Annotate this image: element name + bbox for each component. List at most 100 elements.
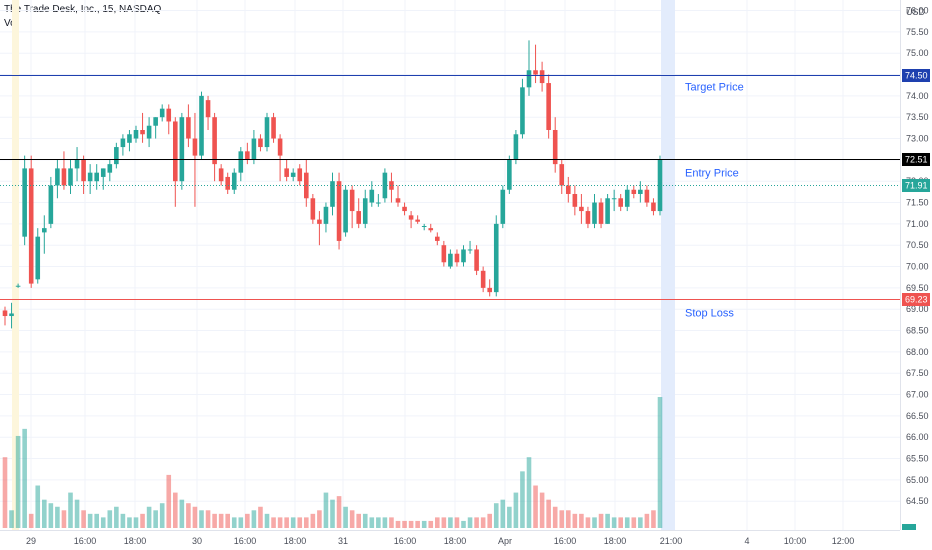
volume-bar xyxy=(435,517,440,528)
candle-body xyxy=(81,159,86,182)
candle-body xyxy=(566,185,571,194)
price-tick-label: 71.00 xyxy=(906,219,929,229)
candle-body xyxy=(290,172,296,177)
candle-body xyxy=(212,117,217,165)
price-axis[interactable]: 76.0075.5075.0074.5074.0073.5073.0072.50… xyxy=(900,0,931,530)
candle-body xyxy=(441,245,447,263)
candle-body xyxy=(402,206,407,212)
volume-bar xyxy=(277,517,283,528)
volume-bar xyxy=(81,510,86,528)
price-level-tag-text: 74.50 xyxy=(905,71,928,81)
candle-body xyxy=(114,147,119,165)
volume-bar xyxy=(362,513,368,528)
candle-body xyxy=(94,172,99,182)
volume-bar xyxy=(356,513,361,528)
last-price-tag-text: 71.91 xyxy=(905,181,928,191)
volume-tag xyxy=(902,524,916,530)
volume-bar xyxy=(441,517,447,528)
volume-bar xyxy=(264,513,270,528)
price-level-tag xyxy=(902,293,930,306)
time-tick-label: 18:00 xyxy=(604,536,627,546)
price-level-label: Entry Price xyxy=(685,168,739,180)
candle-body xyxy=(454,253,460,263)
candle-body xyxy=(68,168,73,186)
volume-bar xyxy=(218,513,224,528)
candle-body xyxy=(166,108,172,122)
volume-bar xyxy=(290,517,296,528)
candle-body xyxy=(205,100,211,118)
candle-body xyxy=(179,117,185,182)
candle-body xyxy=(343,189,348,233)
candle-body xyxy=(15,285,21,287)
candle-body xyxy=(186,117,191,139)
volume-bar xyxy=(205,510,211,528)
candle-body xyxy=(559,164,565,186)
volume-bar xyxy=(382,517,388,528)
candle-body xyxy=(251,138,257,160)
candle-body xyxy=(421,226,427,227)
volume-bar xyxy=(395,520,401,528)
price-tick-label: 70.00 xyxy=(906,262,929,272)
candle-body xyxy=(415,219,420,222)
volume-bar xyxy=(572,513,578,528)
volume-bar xyxy=(592,517,597,528)
price-tick-label: 74.00 xyxy=(906,91,929,101)
price-level-tag xyxy=(902,69,930,82)
volume-bar xyxy=(68,492,73,528)
candle-body xyxy=(225,176,230,190)
volume-bar xyxy=(258,506,263,528)
volume-bar xyxy=(546,499,551,528)
candle-body xyxy=(362,198,368,224)
candle-body xyxy=(61,168,67,186)
price-tick-label: 68.00 xyxy=(906,347,929,357)
candle-body xyxy=(605,198,610,224)
candle-body xyxy=(585,211,591,224)
candle-body xyxy=(173,121,178,182)
candle-body xyxy=(28,168,34,284)
price-level-tag-text: 72.51 xyxy=(905,155,928,165)
candle-body xyxy=(507,159,512,190)
candle-body xyxy=(153,117,158,126)
volume-bar xyxy=(179,499,185,528)
candle-body xyxy=(74,159,80,169)
volume-bar xyxy=(474,517,479,528)
candle-body xyxy=(55,168,60,186)
candle-body xyxy=(127,134,132,143)
price-tick-label: 73.00 xyxy=(906,134,929,144)
time-tick-label: 31 xyxy=(338,536,348,546)
time-tick-label: 18:00 xyxy=(444,536,467,546)
volume-bar xyxy=(133,517,139,528)
candle-body xyxy=(500,189,506,224)
volume-bar xyxy=(28,513,34,528)
volume-bar xyxy=(192,506,198,528)
volume-bar xyxy=(611,517,617,528)
candle-body xyxy=(336,181,342,241)
volume-bar xyxy=(199,510,204,528)
volume-bar xyxy=(644,513,650,528)
time-tick-label: 21:00 xyxy=(660,536,683,546)
volume-bar xyxy=(487,513,492,528)
volume-bar xyxy=(48,503,54,528)
candle-body xyxy=(245,151,250,160)
session-highlight xyxy=(661,0,675,530)
volume-legend: Vol xyxy=(4,18,18,29)
candle-body xyxy=(100,168,106,177)
volume-bar xyxy=(297,517,303,528)
volume-bar xyxy=(225,513,230,528)
price-level-label: Stop Loss xyxy=(685,308,734,320)
candle-body xyxy=(107,164,113,173)
volume-bar xyxy=(173,492,178,528)
candles xyxy=(2,40,663,329)
time-axis[interactable]: 29 16:00 18:00 30 16:00 18:00 31 16:00 18:00 Apr 1… xyxy=(0,530,900,547)
volume-bar xyxy=(520,471,525,528)
candle-body xyxy=(579,206,584,212)
volume-bar xyxy=(9,510,14,528)
candle-body xyxy=(9,313,14,317)
volume-bar xyxy=(421,520,427,528)
volume-bar xyxy=(284,517,289,528)
price-tick-label: 65.50 xyxy=(906,454,929,464)
candle-body xyxy=(493,223,499,293)
volume-bar xyxy=(657,397,663,528)
volume-bar xyxy=(408,520,414,528)
